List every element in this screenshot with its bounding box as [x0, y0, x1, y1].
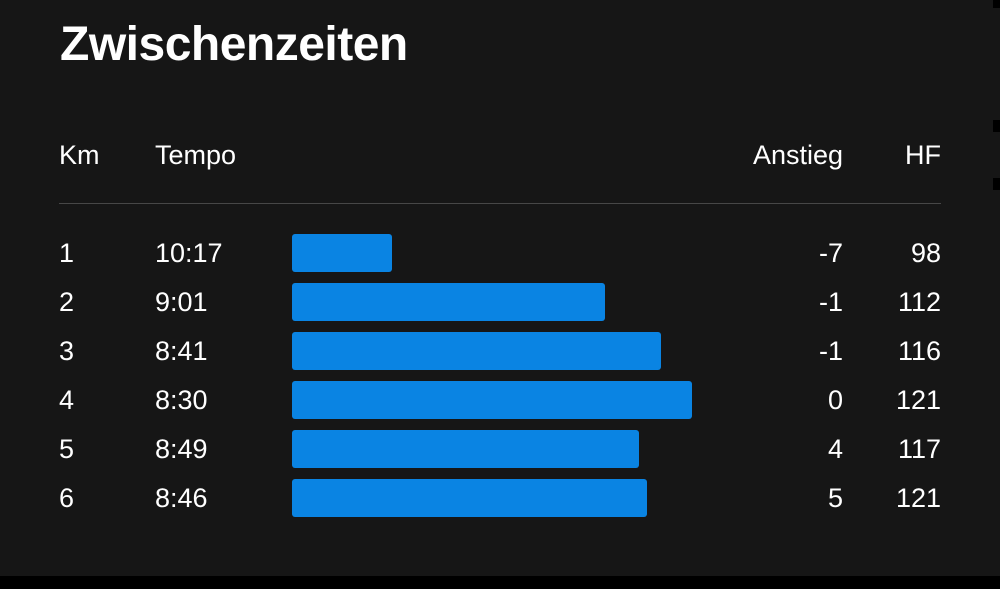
pace-bar — [292, 381, 692, 419]
pace-bar — [292, 479, 647, 517]
km-cell: 6 — [59, 483, 75, 513]
header-km: Km — [59, 140, 100, 170]
pace-bar — [292, 430, 639, 468]
anstieg-cell: 4 — [827, 434, 843, 464]
km-cell: 3 — [59, 336, 75, 366]
pace-bar — [292, 283, 605, 321]
hf-cell: 116 — [897, 336, 941, 366]
edge-mark-middle — [993, 120, 1000, 132]
header-tempo: Tempo — [155, 140, 237, 170]
tempo-cell: 10:17 — [155, 238, 223, 268]
header-hf: HF — [905, 140, 941, 170]
edge-mark-lower — [993, 178, 1000, 190]
hf-cell: 121 — [895, 483, 941, 513]
edge-mark-top — [993, 0, 1000, 8]
pace-bar — [292, 332, 661, 370]
anstieg-cell: -1 — [818, 287, 843, 317]
header-divider — [59, 203, 941, 204]
tempo-cell: 8:41 — [155, 336, 208, 366]
anstieg-cell: -7 — [818, 238, 843, 268]
tempo-cell: 9:01 — [155, 287, 208, 317]
km-cell: 4 — [59, 385, 75, 415]
km-cell: 2 — [59, 287, 75, 317]
anstieg-cell: -1 — [818, 336, 843, 366]
splits-panel: Zwischenzeiten Km Tempo Anstieg HF 1 10:1… — [0, 0, 1000, 576]
hf-cell: 117 — [897, 434, 941, 464]
km-cell: 1 — [59, 238, 75, 268]
anstieg-cell: 5 — [827, 483, 843, 513]
pace-bar — [292, 234, 392, 272]
tempo-cell: 8:30 — [155, 385, 208, 415]
hf-cell: 112 — [897, 287, 941, 317]
anstieg-cell: 0 — [827, 385, 843, 415]
tempo-cell: 8:49 — [155, 434, 208, 464]
header-anstieg: Anstieg — [752, 140, 843, 170]
hf-cell: 121 — [895, 385, 941, 415]
tempo-cell: 8:46 — [155, 483, 208, 513]
km-cell: 5 — [59, 434, 75, 464]
page-title: Zwischenzeiten — [60, 18, 408, 71]
hf-cell: 98 — [910, 238, 941, 268]
